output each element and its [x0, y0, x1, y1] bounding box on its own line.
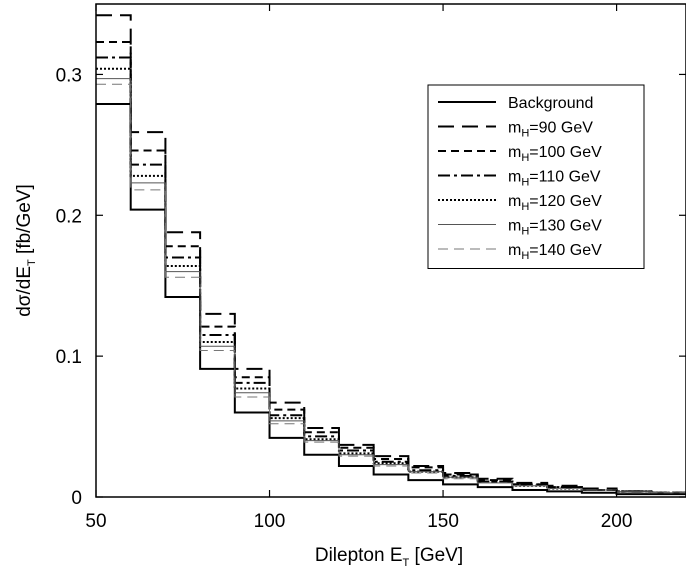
x-axis-title-unit: [GeV] [415, 545, 464, 566]
x-axis-title-sub: T [403, 557, 410, 569]
y-tick-label: 0.1 [56, 347, 82, 368]
legend-label-2: mH=100 GeV [508, 144, 602, 164]
legend-box [427, 84, 645, 269]
y-axis-title-sub: T [26, 259, 38, 266]
y-tick-label: 0.2 [56, 206, 82, 227]
legend-label-1: mH=90 GeV [508, 120, 593, 140]
x-tick-label: 150 [427, 511, 459, 532]
legend-label-5: mH=130 GeV [508, 218, 602, 238]
x-tick-label: 50 [85, 511, 106, 532]
y-axis-title-main: dσ/dE [14, 266, 35, 317]
x-tick-label: 100 [254, 511, 286, 532]
legend-label-3: mH=110 GeV [508, 169, 601, 189]
y-axis-title-unit: [fb/GeV] [14, 184, 35, 254]
series-line-3 [96, 56, 686, 494]
series-layer [96, 14, 686, 496]
y-tick-label: 0.3 [56, 65, 82, 86]
series-line-6 [96, 83, 686, 494]
legend-label-4: mH=120 GeV [508, 193, 602, 213]
legend: Background mH=90 GeV mH=100 GeV mH=110 GeV m… [427, 84, 645, 269]
y-tick-label: 0 [71, 488, 82, 509]
x-axis-title: Dilepton ET [GeV] [315, 545, 463, 569]
plot-frame [95, 3, 686, 498]
legend-label-0: Background [508, 95, 593, 112]
ticks-layer: 50 100 150 200 0 0.1 0.2 0.3 [56, 4, 686, 532]
legend-label-6: mH=140 GeV [508, 242, 602, 262]
y-axis-title: dσ/dET [fb/GeV] [14, 184, 38, 317]
x-axis-title-main: Dilepton E [315, 545, 403, 566]
x-tick-label: 200 [601, 511, 633, 532]
